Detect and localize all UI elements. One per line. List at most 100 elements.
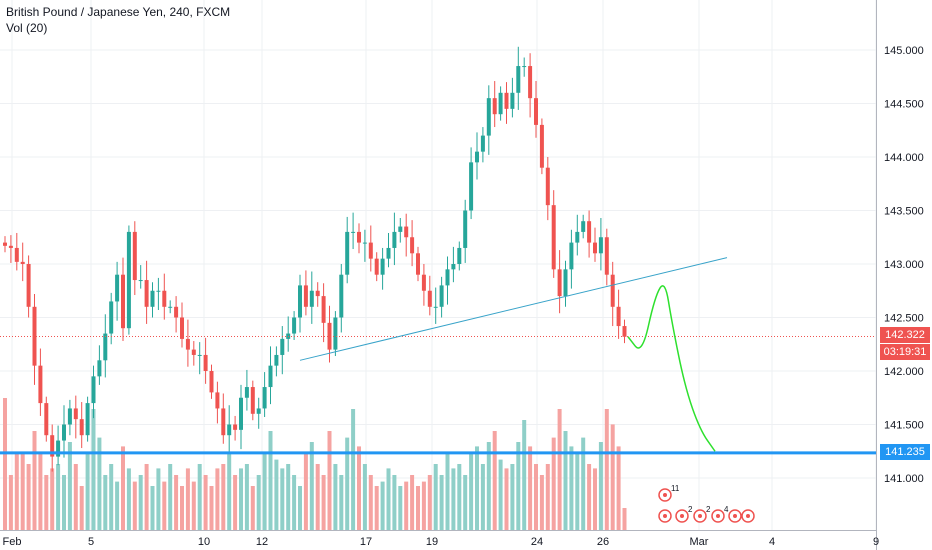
candle-body xyxy=(439,285,444,307)
candle-body xyxy=(150,290,155,307)
volume-bar xyxy=(469,453,474,530)
time-tick-label: 10 xyxy=(198,536,210,548)
volume-bar xyxy=(522,420,527,530)
time-axis[interactable]: Feb 5 10 12 17 19 24 26 Mar 4 9 xyxy=(0,530,879,549)
candle-body xyxy=(480,135,485,152)
candle-body xyxy=(274,354,279,366)
candle-body xyxy=(622,326,627,337)
candle-body xyxy=(587,221,592,243)
volume-bar xyxy=(73,464,78,530)
volume-bar xyxy=(357,446,361,530)
candle-body xyxy=(386,247,391,259)
volume-bar xyxy=(380,481,385,530)
volume-bar xyxy=(386,468,391,530)
volume-bar xyxy=(551,437,556,530)
candle-body xyxy=(203,354,208,371)
candle-body xyxy=(67,408,72,425)
candle-body xyxy=(85,403,90,436)
volume-bar xyxy=(209,486,214,530)
volume-bars xyxy=(3,398,627,530)
candle-body xyxy=(616,306,621,327)
projection-drawing[interactable] xyxy=(627,285,716,452)
candle-body xyxy=(504,92,509,109)
volume-bar xyxy=(91,409,96,530)
candle-body xyxy=(610,274,615,307)
volume-indicator-label[interactable]: Vol (20) xyxy=(6,21,48,35)
candle-body xyxy=(144,280,149,307)
volume-bar xyxy=(132,481,137,530)
trendline[interactable] xyxy=(299,257,728,361)
candle-body xyxy=(209,371,214,393)
volume-bar xyxy=(244,464,249,530)
candle-body xyxy=(457,247,462,264)
candle-body xyxy=(20,261,25,264)
volume-bar xyxy=(115,481,120,530)
event-count-label: 11 xyxy=(671,484,680,493)
volume-bar xyxy=(315,464,320,530)
volume-bar xyxy=(534,464,538,530)
price-axis[interactable]: 141.000 141.500 142.000 142.500 143.000 143.5… xyxy=(876,0,924,550)
volume-bar xyxy=(168,464,173,530)
event-markers[interactable]: 11 2 2 4 xyxy=(658,484,755,523)
volume-bar xyxy=(575,453,580,530)
volume-bar xyxy=(463,475,468,530)
candle-body xyxy=(32,306,37,366)
volume-bar xyxy=(610,424,615,530)
volume-bar xyxy=(280,468,285,530)
level-price-tag: 141.235 xyxy=(880,444,930,460)
volume-bar xyxy=(286,464,291,530)
volume-bar xyxy=(404,481,409,530)
volume-bar xyxy=(368,475,373,530)
candle-body xyxy=(510,92,515,109)
time-tick-label: 5 xyxy=(88,536,94,548)
candle-body xyxy=(581,221,586,232)
candle-body xyxy=(126,231,131,329)
volume-bar xyxy=(8,475,13,530)
volume-bar xyxy=(56,464,61,530)
candle-body xyxy=(303,285,308,307)
candle-body xyxy=(191,349,196,355)
candle-body xyxy=(239,397,243,430)
candle-body xyxy=(168,306,173,308)
volume-bar xyxy=(327,431,332,530)
candle-body xyxy=(138,280,143,282)
candle-body xyxy=(268,365,273,388)
volume-bar xyxy=(14,453,19,530)
bar-countdown-tag: 03:19:31 xyxy=(880,344,930,360)
volume-bar xyxy=(486,442,491,530)
candle-body xyxy=(486,98,491,136)
event-marker-dot xyxy=(746,514,750,518)
volume-bar xyxy=(475,446,479,530)
volume-bar xyxy=(416,486,420,530)
event-marker-dot xyxy=(716,514,720,518)
event-marker-dot xyxy=(680,514,684,518)
event-count-label: 2 xyxy=(688,505,693,514)
candle-body xyxy=(185,338,190,350)
candle-body xyxy=(3,242,7,246)
volume-bar xyxy=(445,453,450,530)
candle-body xyxy=(197,354,202,356)
price-tick-label: 144.500 xyxy=(884,99,924,111)
symbol-title: British Pound / Japanese Yen, 240, FXCM xyxy=(6,5,231,19)
candle-body xyxy=(404,226,409,238)
candle-body xyxy=(593,242,597,254)
candle-body xyxy=(62,424,66,441)
volume-bar xyxy=(156,468,161,530)
volume-bar xyxy=(516,442,521,530)
candle-body xyxy=(469,162,474,211)
volume-bar xyxy=(268,431,273,530)
volume-bar xyxy=(569,446,574,530)
volume-bar xyxy=(138,475,143,530)
volume-bar xyxy=(581,437,586,530)
candle-body xyxy=(451,264,456,270)
volume-bar xyxy=(392,475,397,530)
candle-body xyxy=(598,237,603,254)
candle-body xyxy=(357,231,361,243)
candle-body xyxy=(557,269,562,297)
candle-body xyxy=(132,231,137,281)
candle-body xyxy=(227,424,232,436)
candle-body xyxy=(351,231,356,233)
volume-bar xyxy=(144,464,149,530)
candle-body xyxy=(475,151,479,163)
